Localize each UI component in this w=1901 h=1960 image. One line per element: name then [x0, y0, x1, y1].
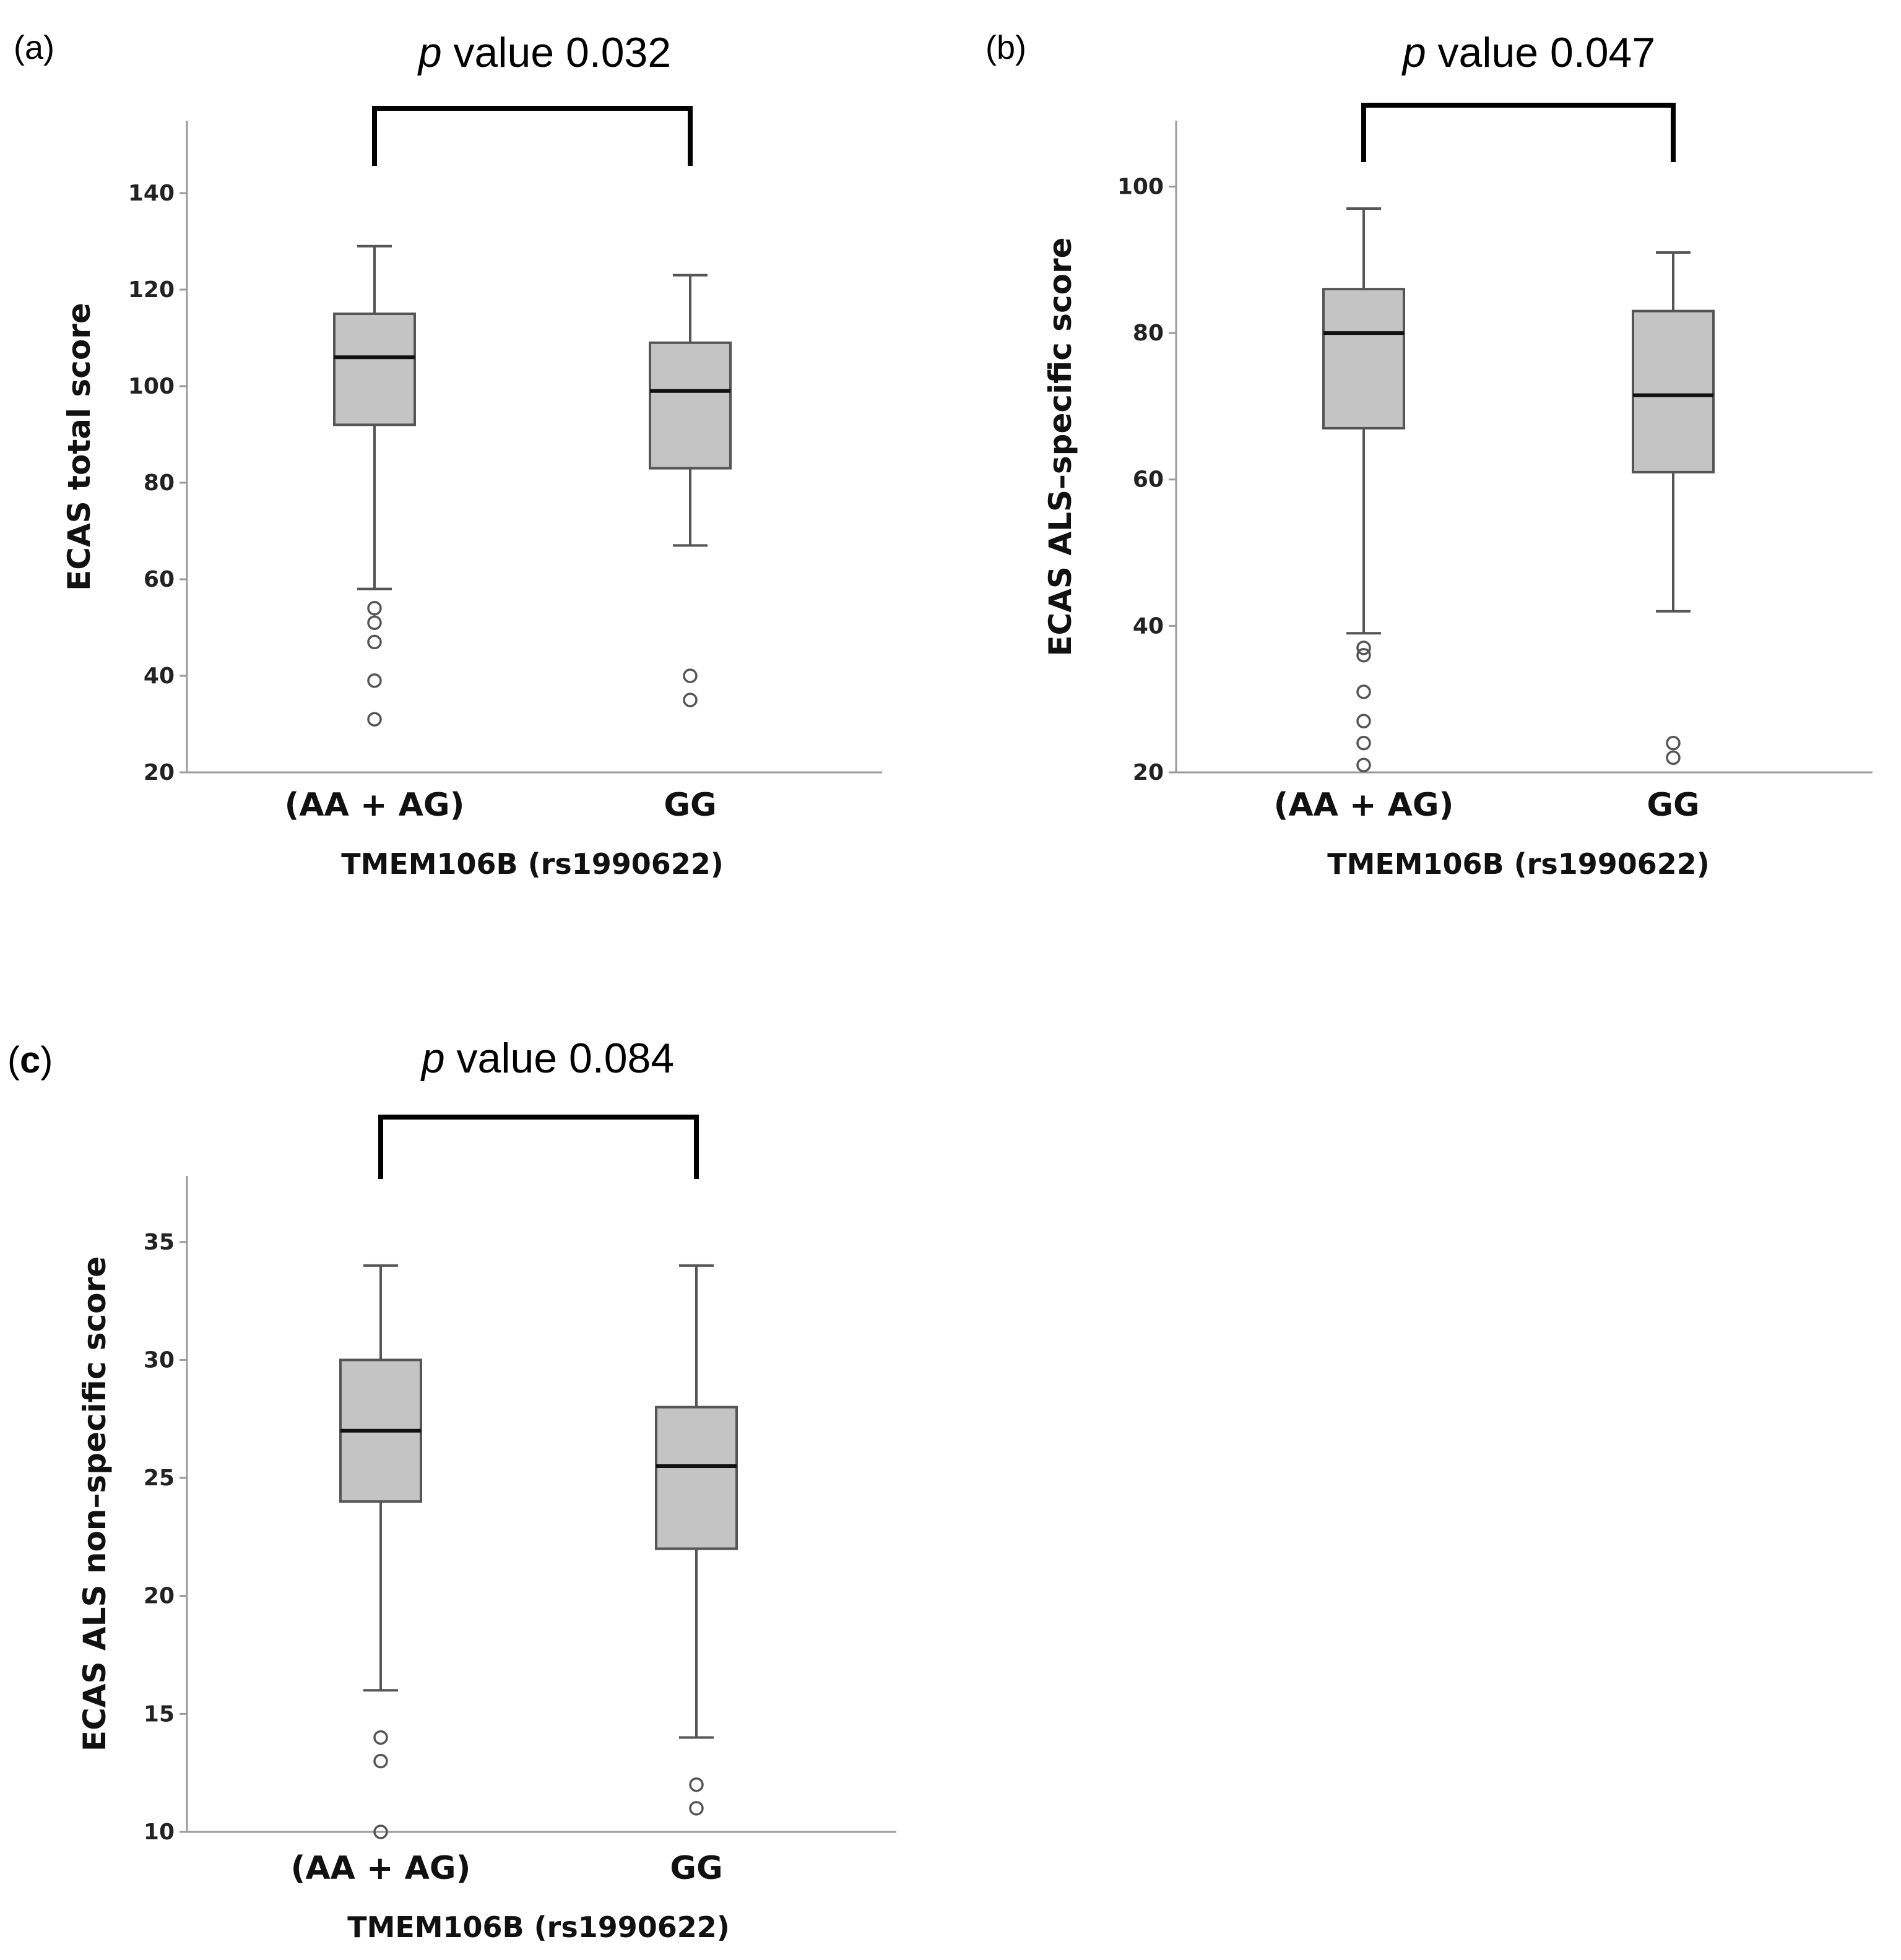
panel-label: (a)	[14, 29, 54, 66]
chart-title: p value 0.047	[1401, 29, 1655, 76]
significance-bracket	[378, 1115, 699, 1179]
x-category-label: (AA + AG)	[1274, 787, 1454, 824]
outlier-point	[683, 668, 698, 683]
x-category-label: GG	[670, 1850, 722, 1887]
y-axis-label: ECAS ALS–specific score	[1042, 237, 1078, 656]
y-tick-label: 100	[128, 374, 175, 399]
x-category-label: GG	[664, 787, 716, 824]
outlier-point	[373, 1824, 388, 1839]
x-category-label: (AA + AG)	[291, 1850, 471, 1887]
y-tick-label: 35	[144, 1230, 175, 1255]
outlier-point	[1666, 735, 1681, 751]
box-iqr	[655, 1405, 738, 1550]
x-axis-label: TMEM106B (rs1990622)	[1327, 847, 1710, 881]
y-tick-label: 20	[144, 760, 175, 785]
outlier-point	[373, 1730, 388, 1745]
y-tick-label: 10	[144, 1820, 175, 1845]
y-tick-label: 100	[1117, 174, 1164, 199]
box-iqr	[1632, 309, 1715, 473]
significance-bracket	[1361, 103, 1676, 162]
chart-panel-2: (c) p value 0.084 10 15 20 25 30 35 ECAS ALS non…	[7, 1035, 896, 1944]
y-tick-label: 30	[144, 1347, 175, 1373]
outlier-point	[1356, 684, 1371, 699]
significance-bracket	[372, 106, 693, 166]
outlier-point	[373, 1753, 388, 1769]
chart-panel-1: (b) p value 0.047 20 40 60 80 100 ECAS ALS–spec…	[985, 29, 1873, 881]
outlier-point	[1666, 750, 1681, 766]
outlier-point	[1356, 647, 1371, 663]
outlier-point	[689, 1801, 704, 1816]
outlier-point	[367, 673, 382, 688]
x-axis-label: TMEM106B (rs1990622)	[341, 847, 724, 881]
y-tick-label: 40	[144, 663, 175, 689]
y-tick-label: 40	[1133, 613, 1164, 639]
y-tick-label: 60	[1133, 467, 1164, 493]
x-axis-label: TMEM106B (rs1990622)	[347, 1910, 730, 1944]
panel-label: (c)	[7, 1039, 53, 1081]
y-tick-label: 15	[144, 1701, 175, 1727]
chart-panel-0: (a) p value 0.032 20 40 60 80 100 120 140 ECAS to…	[14, 29, 882, 881]
outlier-point	[1356, 641, 1371, 655]
y-axis-label: ECAS total score	[61, 303, 97, 591]
y-tick-label: 20	[1133, 760, 1164, 785]
outlier-point	[1356, 735, 1371, 751]
y-tick-label: 140	[128, 181, 175, 206]
y-tick-label: 120	[128, 277, 175, 303]
chart-title: p value 0.084	[420, 1035, 674, 1082]
outlier-point	[1356, 758, 1371, 772]
outlier-point	[683, 693, 698, 707]
y-tick-label: 80	[1133, 321, 1164, 346]
panel-label: (b)	[985, 29, 1026, 66]
box-iqr	[649, 341, 732, 470]
x-category-label: (AA + AG)	[285, 787, 465, 824]
outlier-point	[689, 1777, 704, 1792]
y-axis-label: ECAS ALS non–specific score	[77, 1256, 113, 1751]
y-tick-label: 25	[144, 1466, 175, 1491]
outlier-point	[1356, 714, 1371, 728]
box-iqr	[333, 313, 416, 426]
outlier-point	[367, 601, 382, 616]
outlier-point	[367, 634, 382, 650]
x-category-label: GG	[1647, 787, 1699, 824]
y-tick-label: 20	[144, 1584, 175, 1609]
chart-title: p value 0.032	[417, 29, 671, 76]
outlier-point	[367, 712, 382, 727]
y-tick-label: 60	[144, 567, 175, 592]
box-iqr	[1322, 288, 1405, 430]
y-tick-label: 80	[144, 470, 175, 496]
outlier-point	[367, 615, 382, 630]
